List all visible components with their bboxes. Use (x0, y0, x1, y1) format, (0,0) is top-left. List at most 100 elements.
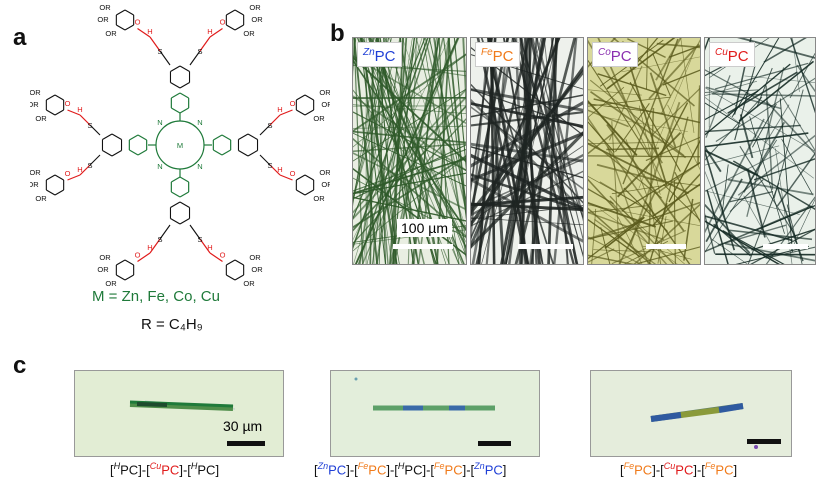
fiber (361, 38, 460, 264)
fiber (705, 69, 773, 108)
fiber (462, 38, 466, 117)
fiber (756, 204, 815, 231)
atom-label: OR (99, 253, 111, 262)
panel-label-a: a (13, 24, 27, 51)
fiber (606, 147, 660, 151)
caption-metal-prefix: Zn (474, 461, 485, 471)
fiber (353, 53, 466, 148)
caption-metal-prefix: H (113, 461, 121, 471)
fiber (353, 95, 466, 220)
atom-label: OR (313, 194, 325, 203)
rod-caption-2: [ZnPC]-[FePC]-[HPC]-[FePC]-[ZnPC] (314, 461, 506, 477)
fiber (532, 38, 583, 242)
fiber (629, 81, 681, 172)
atom-label: OR (249, 3, 261, 12)
fiber (588, 204, 700, 227)
rod-caption-1: [HPC]-[CuPC]-[HPC] (110, 461, 219, 477)
atom-label: H (277, 105, 282, 114)
fiber (765, 246, 815, 259)
fiber (376, 38, 416, 264)
fiber (353, 125, 466, 129)
micrograph-label: FePC (475, 42, 520, 67)
fiber (790, 38, 815, 114)
scale-bar (393, 244, 453, 249)
fiber (705, 145, 780, 166)
fiber (705, 96, 814, 179)
atom-label: H (77, 105, 82, 114)
fiber (471, 38, 510, 218)
fiber (753, 158, 815, 181)
micrograph-copc: CoPC (587, 37, 701, 265)
atom-label: OR (319, 88, 330, 97)
caption-segment: [ (620, 462, 624, 478)
caption-metal-prefix: Zn (317, 461, 329, 471)
fiber (353, 196, 466, 222)
fiber (705, 38, 710, 51)
atom-label: OR (249, 253, 261, 262)
fiber (588, 175, 638, 205)
scale-bar (478, 441, 511, 446)
caption-segment: PC (404, 462, 423, 478)
micrograph-znpc: ZnPC 100 µm (352, 37, 467, 265)
fiber (616, 132, 682, 198)
fiber (705, 145, 722, 173)
atom-label: O (290, 99, 296, 108)
atom-label: H (207, 27, 212, 36)
fiber (792, 38, 800, 92)
fiber (705, 170, 727, 225)
fiber (471, 131, 583, 249)
fiber (705, 90, 759, 121)
fiber (674, 171, 700, 224)
atom-label: N (197, 118, 202, 127)
fiber (737, 134, 815, 196)
caption-segment: PC (161, 462, 180, 478)
caption-segment: ]-[ (346, 462, 358, 478)
fiber (663, 183, 700, 221)
fiber (765, 196, 815, 264)
micrograph-label: CuPC (709, 42, 755, 67)
atom-label: OR (243, 29, 255, 38)
fiber (705, 63, 791, 136)
scale-bar-label: 100 µm (397, 219, 452, 237)
fiber (588, 201, 657, 228)
caption-segment: ]-[ (652, 462, 664, 478)
fiber (353, 88, 466, 162)
fiber (631, 38, 659, 69)
fiber (375, 38, 387, 264)
fiber (588, 211, 665, 241)
fiber (353, 53, 466, 133)
metal-legend: M = Zn, Fe, Co, Cu (92, 288, 220, 305)
fiber (637, 246, 700, 264)
fiber (744, 75, 815, 83)
caption-segment: [ (110, 462, 114, 478)
caption-segment: PC (120, 462, 139, 478)
micrograph-label: ZnPC (357, 42, 402, 67)
caption-segment: ] (733, 462, 738, 478)
fiber (608, 65, 643, 141)
fiber (589, 201, 700, 240)
r-group-legend: R = C₄H₉ (141, 316, 203, 333)
caption-metal-prefix: H (397, 461, 405, 471)
fiber (471, 158, 583, 209)
fiber (588, 131, 616, 155)
caption-segment: ]-[ (422, 462, 435, 478)
fiber (353, 111, 466, 171)
caption-segment: PC (715, 462, 734, 478)
fiber (588, 236, 642, 264)
fiber (588, 254, 636, 264)
atom-label: S (197, 235, 202, 244)
fiber (621, 161, 700, 212)
fiber (471, 173, 583, 212)
caption-segment: PC (444, 462, 463, 478)
fiber (705, 87, 815, 152)
caption-metal-prefix: Fe (357, 461, 369, 471)
atom-label: OR (97, 15, 109, 24)
atom-label: OR (251, 15, 263, 24)
atom-label: OR (321, 180, 330, 189)
fiber (655, 38, 682, 81)
caption-segment: PC (368, 462, 387, 478)
fiber (756, 67, 773, 108)
fiber (477, 38, 497, 264)
fiber (588, 207, 652, 264)
caption-metal-prefix: Cu (663, 461, 676, 471)
